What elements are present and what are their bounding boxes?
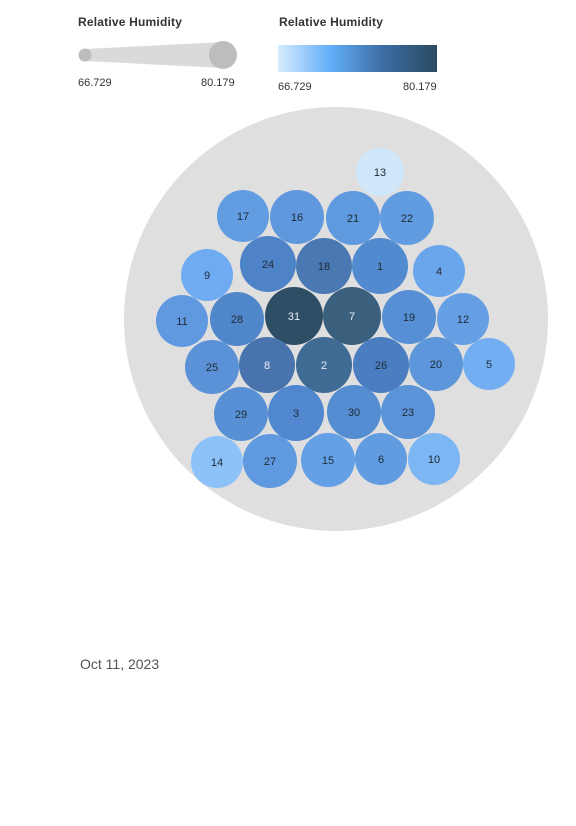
bubble-label-25: 25 (206, 362, 218, 374)
bubble-label-3: 3 (293, 408, 299, 420)
bubble-label-26: 26 (375, 360, 387, 372)
bubble-label-30: 30 (348, 407, 360, 419)
bubble-21[interactable] (326, 191, 380, 245)
bubble-label-6: 6 (378, 454, 384, 466)
bubble-4[interactable] (413, 245, 465, 297)
bubble-18[interactable] (296, 238, 352, 294)
bubble-label-14: 14 (211, 457, 223, 469)
size-legend-graphic (78, 41, 237, 69)
bubble-30[interactable] (327, 385, 381, 439)
bubble-6[interactable] (355, 433, 407, 485)
bubble-label-12: 12 (457, 314, 469, 326)
bubble-24[interactable] (240, 236, 296, 292)
bubble-2[interactable] (296, 337, 352, 393)
bubble-8[interactable] (239, 337, 295, 393)
bubble-13[interactable] (356, 148, 404, 196)
bubble-label-17: 17 (237, 211, 249, 223)
date-label: Oct 11, 2023 (80, 656, 160, 672)
bubble-label-11: 11 (176, 316, 187, 328)
bubble-label-28: 28 (231, 314, 243, 326)
size-legend-min: 66.729 (78, 77, 112, 89)
bubble-19[interactable] (382, 290, 436, 344)
color-legend-min: 66.729 (278, 81, 312, 93)
bubble-label-23: 23 (402, 407, 414, 419)
bubble-label-29: 29 (235, 409, 247, 421)
bubble-label-4: 4 (436, 266, 442, 278)
bubble-25[interactable] (185, 340, 239, 394)
bubble-label-13: 13 (374, 167, 386, 179)
bubble-15[interactable] (301, 433, 355, 487)
bubble-label-9: 9 (204, 270, 210, 282)
bubble-31[interactable] (265, 287, 323, 345)
bubble-10[interactable] (408, 433, 460, 485)
bubble-14[interactable] (191, 436, 243, 488)
bubble-label-19: 19 (403, 312, 415, 324)
bubble-label-27: 27 (264, 456, 276, 468)
bubble-1[interactable] (352, 238, 408, 294)
bubble-22[interactable] (380, 191, 434, 245)
bubble-3[interactable] (268, 385, 324, 441)
bubble-12[interactable] (437, 293, 489, 345)
bubble-label-7: 7 (349, 311, 355, 323)
bubble-5[interactable] (463, 338, 515, 390)
bubble-23[interactable] (381, 385, 435, 439)
bubble-20[interactable] (409, 337, 463, 391)
bubble-7[interactable] (323, 287, 381, 345)
bubble-11[interactable] (156, 295, 208, 347)
bubble-label-21: 21 (347, 213, 359, 225)
bubble-label-18: 18 (318, 261, 330, 273)
bubble-label-24: 24 (262, 259, 274, 271)
bubble-label-5: 5 (486, 359, 492, 371)
color-legend-max: 80.179 (403, 81, 437, 93)
size-legend-title: Relative Humidity (78, 15, 183, 29)
bubble-16[interactable] (270, 190, 324, 244)
bubble-label-31: 31 (288, 311, 300, 323)
bubble-label-16: 16 (291, 212, 303, 224)
bubble-label-20: 20 (430, 359, 442, 371)
bubble-28[interactable] (210, 292, 264, 346)
bubble-label-15: 15 (322, 455, 334, 467)
bubble-27[interactable] (243, 434, 297, 488)
bubble-label-2: 2 (321, 360, 327, 372)
bubble-26[interactable] (353, 337, 409, 393)
bubble-label-8: 8 (264, 360, 270, 372)
color-legend-gradient (278, 45, 437, 72)
color-legend-title: Relative Humidity (279, 15, 384, 29)
bubble-label-1: 1 (377, 261, 383, 273)
bubble-17[interactable] (217, 190, 269, 242)
bubble-label-10: 10 (428, 454, 440, 466)
bubble-label-22: 22 (401, 213, 413, 225)
size-legend-max: 80.179 (201, 77, 235, 89)
bubble-29[interactable] (214, 387, 268, 441)
bubble-9[interactable] (181, 249, 233, 301)
